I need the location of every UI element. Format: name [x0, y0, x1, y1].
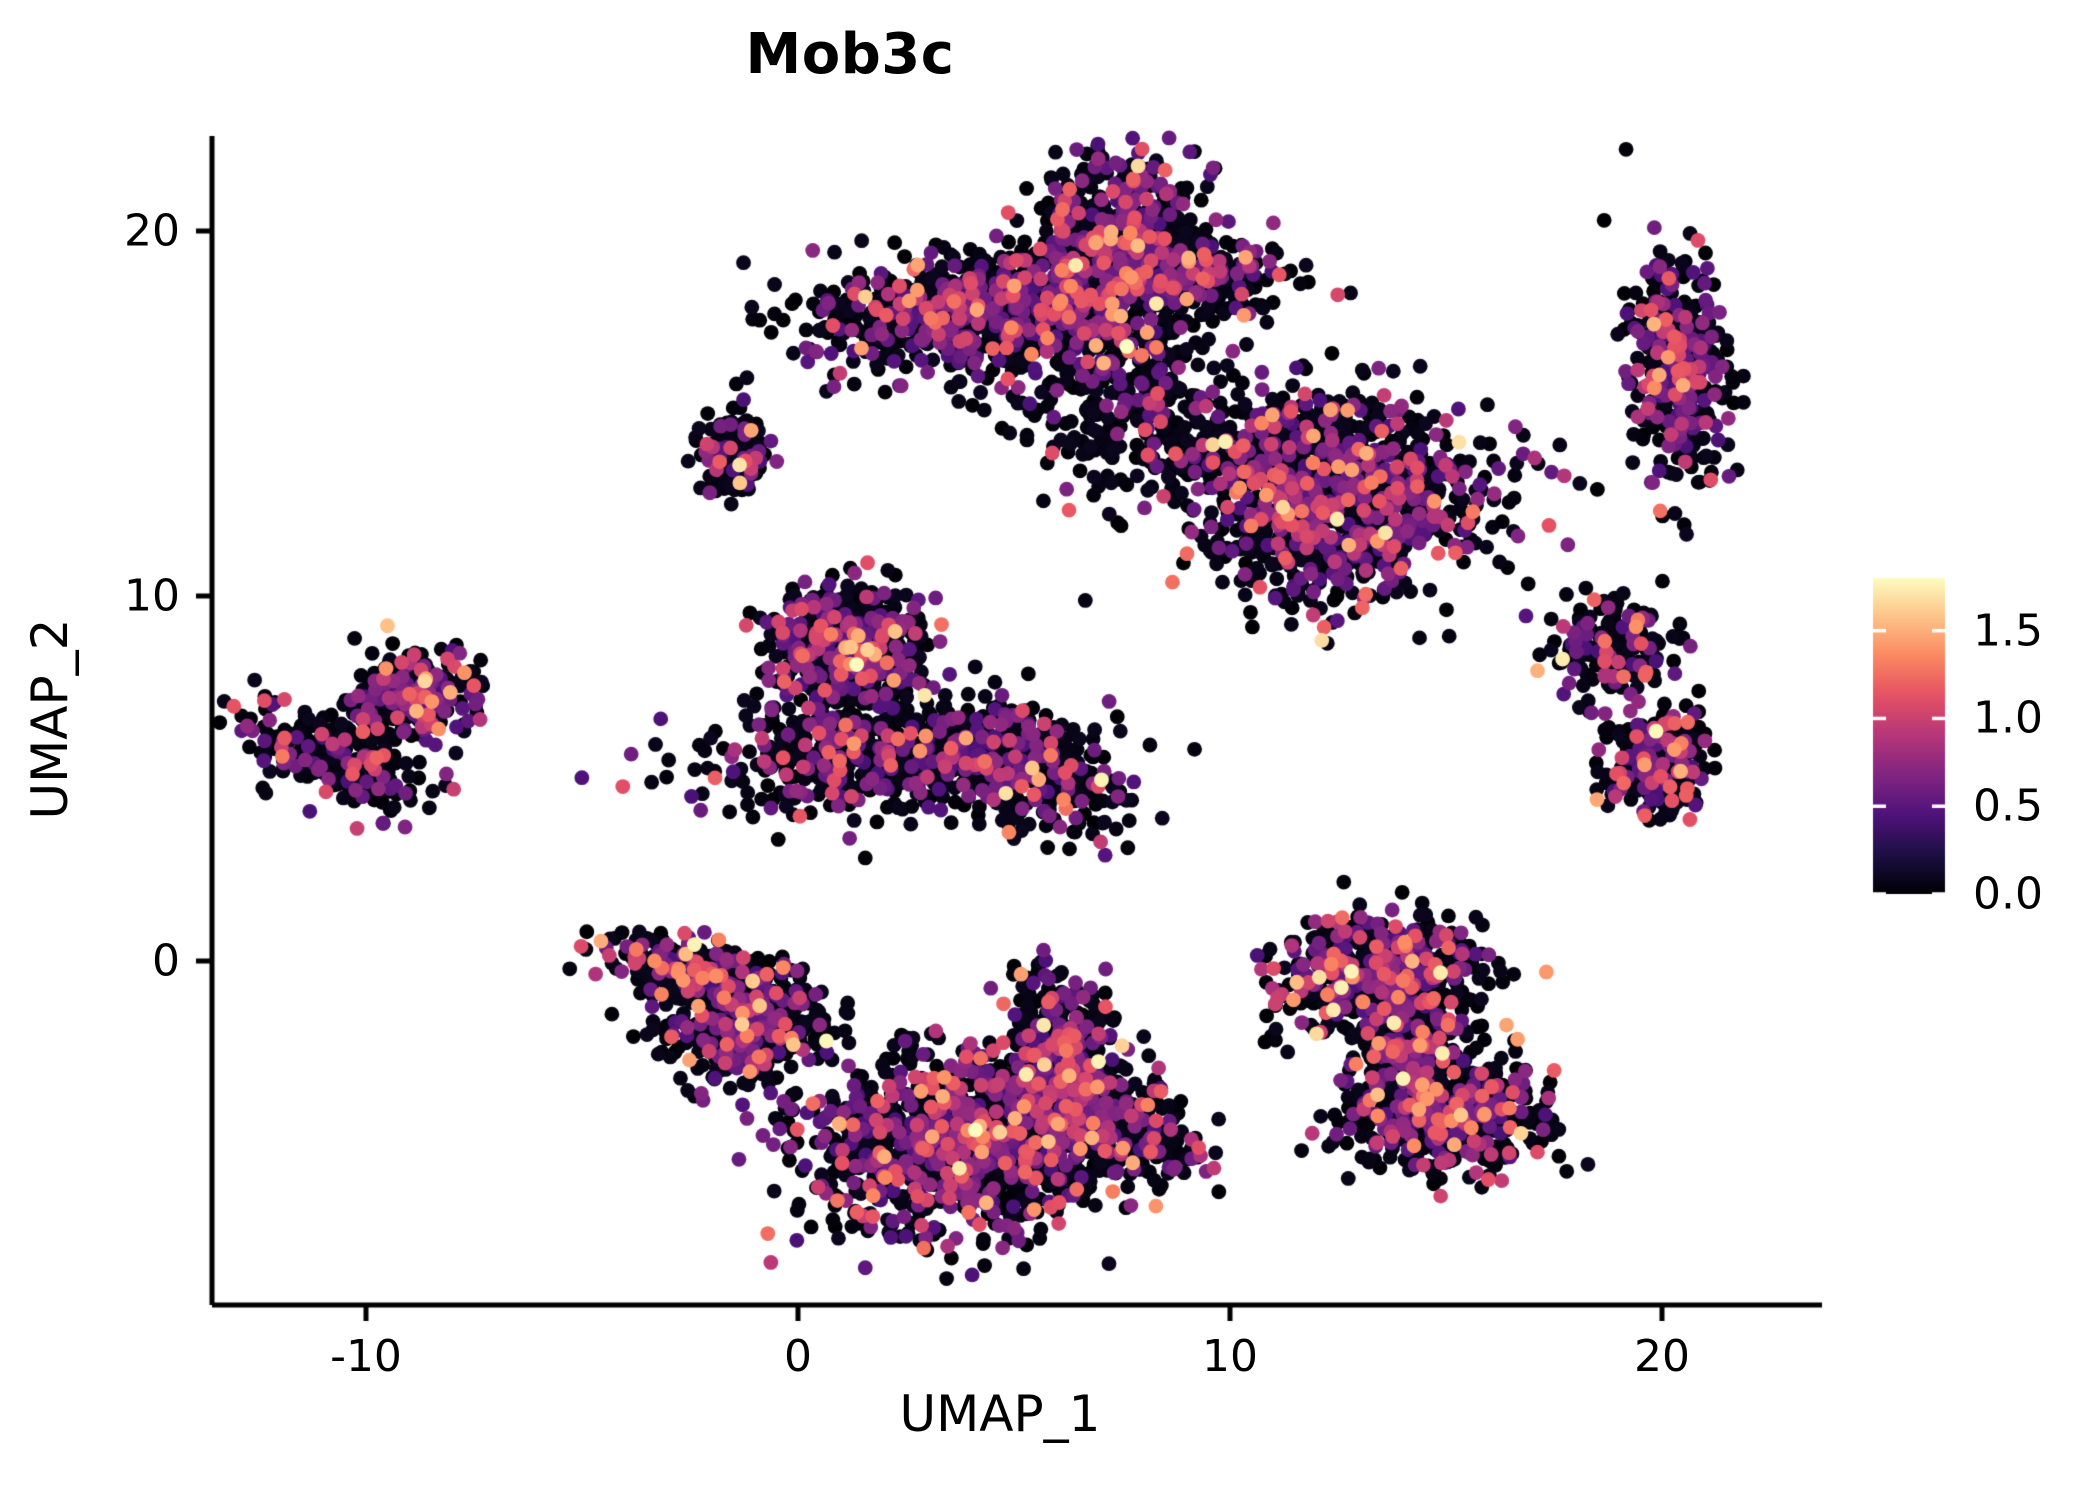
y-tick-label: 0 [152, 935, 180, 987]
y-tick-label: 10 [124, 570, 180, 622]
x-tick-label: -10 [330, 1331, 402, 1382]
y-tick-label: 20 [124, 205, 180, 257]
colorbar-tick-label: 1.0 [1973, 692, 2043, 744]
x-tick-label: 10 [1202, 1331, 1258, 1382]
colorbar-tick-label: 0.5 [1973, 780, 2043, 832]
x-tick-label: 0 [784, 1331, 812, 1382]
y-axis-label: UMAP_2 [21, 618, 79, 820]
x-tick-label: 20 [1634, 1331, 1690, 1382]
colorbar-tick-label: 1.5 [1973, 605, 2043, 657]
x-axis-label: UMAP_1 [899, 1385, 1101, 1443]
colorbar-tick-label: 0.0 [1973, 868, 2043, 920]
